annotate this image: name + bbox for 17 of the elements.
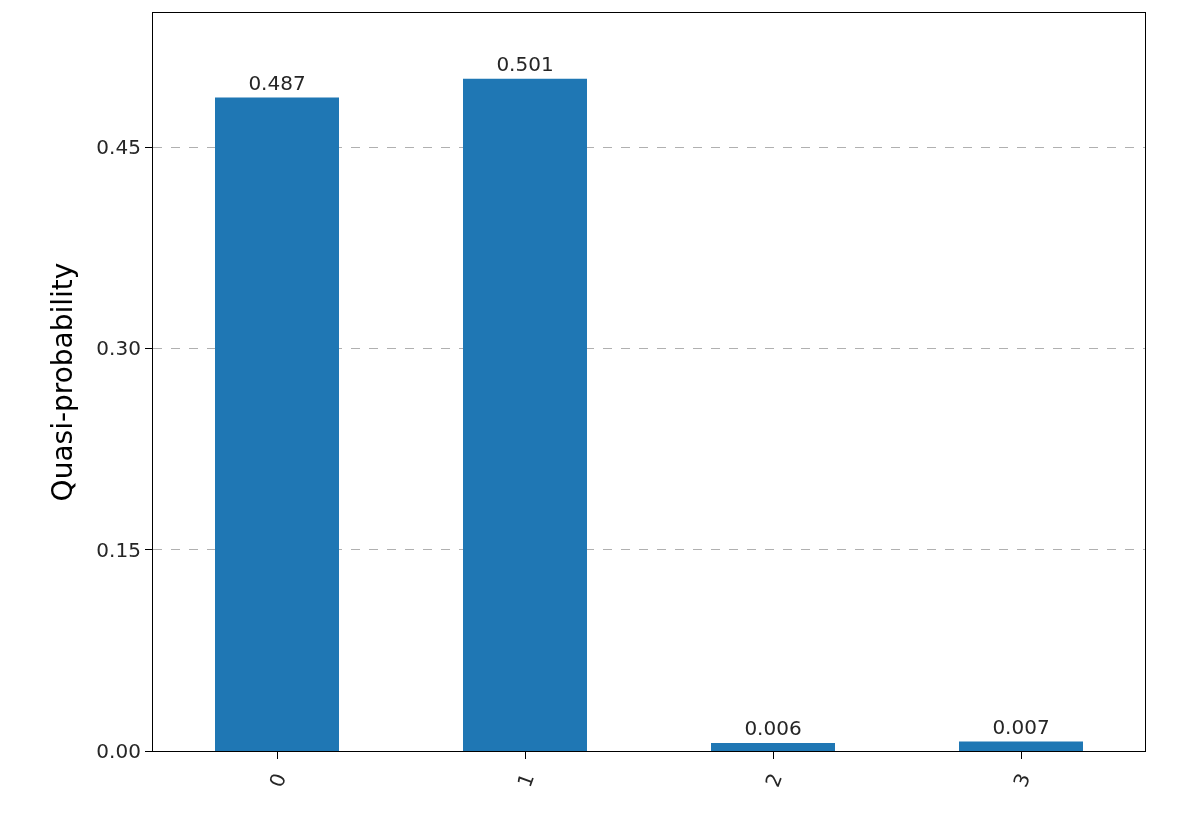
y-tick-label: 0.00	[96, 739, 141, 763]
y-axis-title: Quasi-probability	[46, 262, 80, 502]
y-tick-label: 0.30	[96, 336, 141, 361]
bar	[463, 78, 587, 751]
bar	[959, 741, 1083, 751]
data-label: 0.006	[744, 715, 802, 740]
bar	[215, 97, 339, 751]
x-tick-label: 2	[760, 770, 788, 791]
y-tick-label: 0.45	[96, 135, 141, 160]
data-label: 0.487	[248, 70, 306, 95]
data-label: 0.007	[992, 714, 1050, 739]
x-tick-label: 0	[264, 770, 292, 791]
data-label: 0.501	[496, 51, 554, 76]
bar	[711, 742, 835, 751]
x-tick-label: 1	[512, 770, 540, 791]
y-tick-label: 0.15	[96, 537, 141, 562]
x-tick-label: 3	[1008, 770, 1036, 791]
